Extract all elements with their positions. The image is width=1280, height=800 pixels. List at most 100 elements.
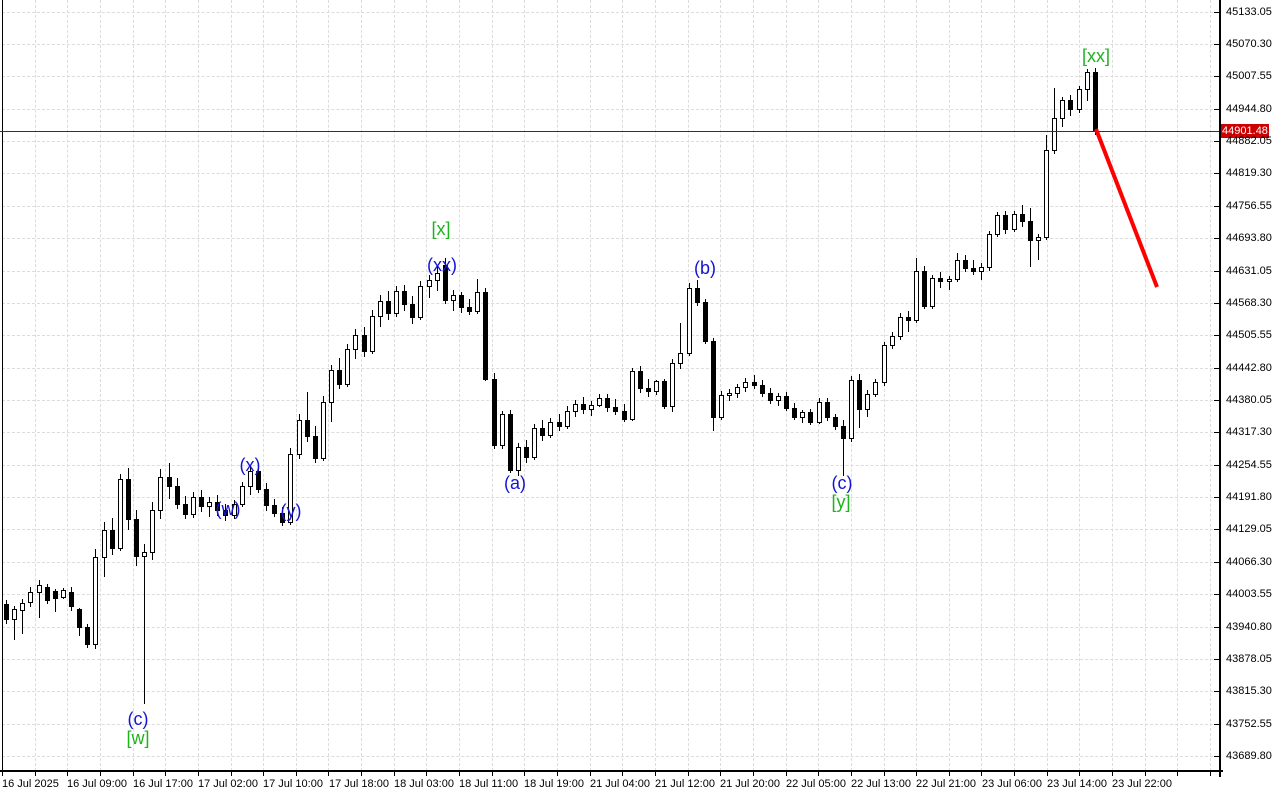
candle <box>508 414 513 471</box>
candle <box>1077 89 1082 110</box>
time-tick <box>133 772 134 776</box>
price-tick <box>1214 173 1220 174</box>
price-tick <box>1214 756 1220 757</box>
time-tick <box>949 772 950 776</box>
candle <box>800 412 805 418</box>
wave-label[interactable]: (b) <box>694 258 716 278</box>
grid-line-h <box>2 529 1218 530</box>
wave-label[interactable]: [xx] <box>1081 46 1111 66</box>
grid-line-v <box>1177 0 1178 771</box>
trend-line[interactable] <box>1094 128 1159 288</box>
candle <box>435 273 440 281</box>
wave-label[interactable]: (x) <box>239 455 261 475</box>
candle <box>898 317 903 337</box>
candle <box>581 404 586 410</box>
wave-label[interactable]: [w] <box>126 728 150 748</box>
time-tick <box>2 772 3 776</box>
grid-line-v <box>786 0 787 771</box>
grid-line-h <box>2 206 1218 207</box>
grid-line-v <box>1145 0 1146 771</box>
candle <box>410 304 415 318</box>
price-tick <box>1214 368 1220 369</box>
candle-wick <box>949 276 950 290</box>
candle <box>1044 150 1049 238</box>
price-tick <box>1214 44 1220 45</box>
time-tick-label: 16 Jul 09:00 <box>67 778 127 790</box>
candle <box>1085 72 1090 90</box>
candle <box>532 428 537 458</box>
time-tick <box>100 772 101 776</box>
price-tick-label: 44003.55 <box>1226 588 1272 600</box>
price-tick <box>1214 724 1220 725</box>
time-tick-label: 18 Jul 19:00 <box>524 778 584 790</box>
time-tick <box>916 772 917 776</box>
candle <box>914 271 919 321</box>
price-tick <box>1214 206 1220 207</box>
grid-line-v <box>524 0 525 771</box>
candle <box>69 592 74 607</box>
time-tick-label: 17 Jul 18:00 <box>329 778 389 790</box>
candle-wick <box>22 599 23 634</box>
candle <box>687 288 692 354</box>
time-tick-label: 17 Jul 10:00 <box>263 778 323 790</box>
candle <box>20 603 25 611</box>
wave-label[interactable]: (w) <box>215 499 241 519</box>
wave-label[interactable]: (xx) <box>427 255 457 275</box>
candle <box>215 502 220 511</box>
current-price-line[interactable] <box>0 131 1219 132</box>
wave-label[interactable]: [y] <box>831 492 851 512</box>
candle <box>370 316 375 352</box>
candle <box>516 447 521 471</box>
time-tick <box>557 772 558 776</box>
candle <box>297 420 302 455</box>
grid-line-v <box>263 0 264 771</box>
grid-line-v <box>720 0 721 771</box>
candle <box>223 510 228 516</box>
candle <box>922 271 927 307</box>
candle <box>183 504 188 515</box>
grid-line-v <box>100 0 101 771</box>
time-tick <box>492 772 493 776</box>
candle <box>979 267 984 272</box>
candle <box>280 513 285 523</box>
wave-label[interactable]: (y) <box>280 501 302 521</box>
current-price-badge: 44901.48 <box>1221 124 1269 138</box>
time-tick <box>328 772 329 776</box>
price-tick-label: 43815.30 <box>1226 685 1272 697</box>
time-tick <box>1177 772 1178 776</box>
candle <box>110 530 115 549</box>
price-tick-label: 45007.55 <box>1226 70 1272 82</box>
price-tick <box>1214 529 1220 530</box>
candle-wick <box>843 420 844 476</box>
price-tick-label: 44380.05 <box>1226 394 1272 406</box>
time-tick <box>67 772 68 776</box>
candle <box>378 301 383 317</box>
grid-line-v <box>818 0 819 771</box>
candle <box>207 502 212 507</box>
wave-label[interactable]: [x] <box>431 219 451 239</box>
candle <box>808 412 813 423</box>
candle <box>1028 221 1033 241</box>
time-tick <box>459 772 460 776</box>
candle <box>882 345 887 383</box>
candle <box>971 268 976 272</box>
candle <box>118 479 123 549</box>
price-tick-label: 44505.55 <box>1226 329 1272 341</box>
grid-line-h <box>2 594 1218 595</box>
time-tick-label: 18 Jul 11:00 <box>459 778 519 790</box>
candle <box>232 504 237 516</box>
wave-label[interactable]: (a) <box>504 473 526 493</box>
grid-line-v <box>981 0 982 771</box>
price-tick-label: 43940.80 <box>1226 621 1272 633</box>
candle <box>475 292 480 312</box>
grid-line-v <box>198 0 199 771</box>
price-tick <box>1214 562 1220 563</box>
wave-label[interactable]: (c) <box>127 709 149 729</box>
price-axis-line[interactable] <box>1219 0 1221 777</box>
candle <box>500 414 505 446</box>
wave-label[interactable]: (c) <box>831 473 853 493</box>
candle <box>963 260 968 269</box>
candle <box>4 604 9 620</box>
candle <box>995 215 1000 235</box>
candle <box>841 426 846 439</box>
